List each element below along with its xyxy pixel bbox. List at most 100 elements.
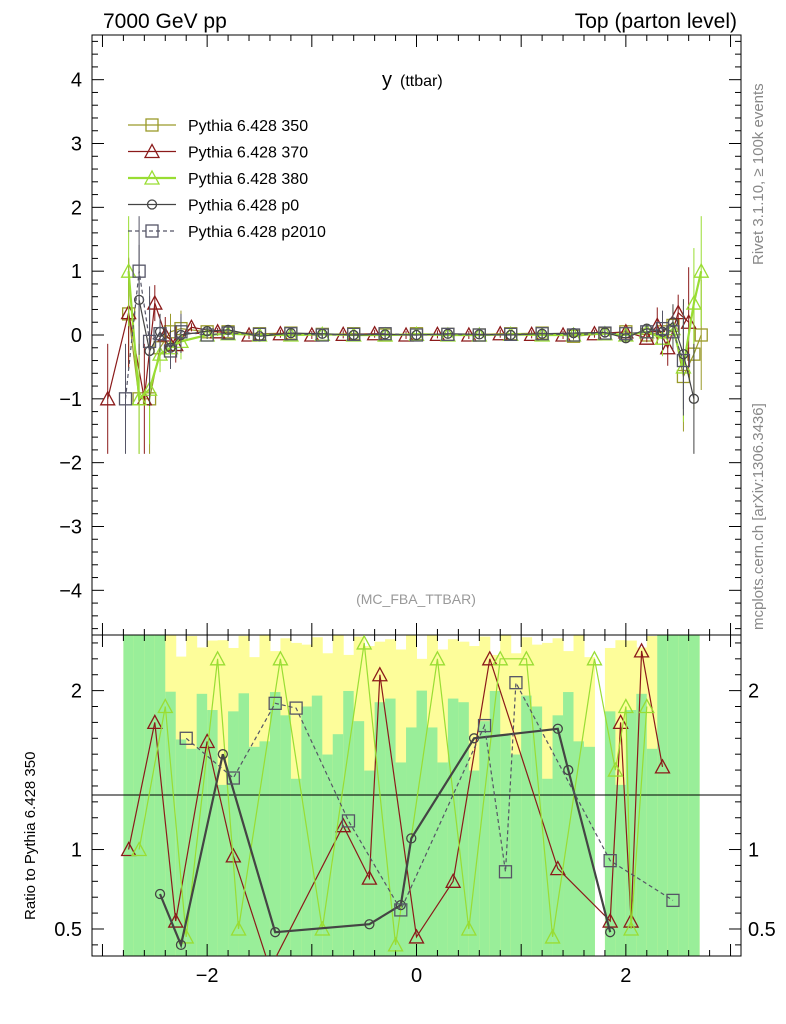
series-pythia-6-428-p0 [133,244,700,454]
data-point [670,304,687,320]
data-point [120,262,137,278]
data-point [666,325,680,339]
ratio-band-inner [290,778,302,956]
y-tick-label: 0 [71,325,82,347]
y-tick-label: −1 [59,389,82,411]
legend-label: Pythia 6.428 380 [188,171,308,188]
data-point [460,920,477,936]
analysis-label: (MC_FBA_TTBAR) [356,591,476,607]
data-point [649,317,666,333]
data-point [167,912,184,928]
ratio-band-inner [521,695,533,956]
data-point [619,327,633,341]
ratio-y-tick-label: 0.5 [54,919,82,941]
data-point [226,771,240,785]
ratio-band-inner [573,741,585,956]
data-point [163,344,178,358]
data-point [371,666,388,682]
legend-label: Pythia 6.428 370 [188,145,308,162]
data-point [118,392,133,406]
data-point [693,262,710,278]
data-point [509,676,523,690]
data-point [209,650,226,666]
data-point [563,764,574,776]
ratio-y-tick-label-right: 1 [748,840,759,862]
y-tick-label: −3 [59,516,82,538]
main-plot-panel: y (ttbar) (MC_FBA_TTBAR) −4 −3 −2 −1 0 1 2 3 4 P… [59,34,742,636]
series-pythia-6-428-370 [99,257,697,454]
data-point [153,327,167,341]
data-point [518,650,535,666]
data-point [477,718,492,733]
data-point [272,650,289,666]
ratio-band-inner [269,692,281,956]
rivet-version-label: Rivet 3.1.10, ≥ 100k events [750,83,767,265]
y-tick-label: 2 [71,197,82,219]
data-point [132,264,146,278]
series-pythia-6-428-p2010 [179,676,680,917]
ratio-band-inner [332,734,344,956]
data-point [366,325,383,341]
ratio-band-inner [280,715,292,956]
data-point [99,390,116,406]
data-point [217,749,228,760]
ratio-band-inner [311,695,323,956]
header-right-label: Top (parton level) [575,10,737,33]
ratio-band-inner [437,762,449,956]
data-point [408,928,425,944]
ratio-band-inner [500,734,512,956]
y-tick-label: 1 [71,261,82,283]
y-tick-label: −2 [59,453,82,475]
legend-marker [145,118,159,132]
data-point [472,328,486,342]
data-point [498,865,513,879]
data-point [200,328,214,342]
legend-entry: Pythia 6.428 p2010 [128,224,326,241]
x-tick-label: −2 [196,965,219,987]
series-line [107,302,690,399]
main-plot-axes: −4 −3 −2 −1 0 1 2 3 4 [59,35,741,635]
data-point [552,723,563,734]
ratio-band-inner [604,711,616,956]
data-point [341,814,356,828]
data-point [654,758,671,774]
data-point [395,899,406,911]
legend: Pythia 6.428 350 Pythia 6.428 370 Pythia 6… [128,118,326,241]
ratio-band-inner [165,691,177,956]
data-point [617,698,634,714]
data-point [640,325,654,339]
ratio-band-inner [395,762,407,956]
data-point [638,698,655,714]
data-point [504,327,518,342]
legend-label: Pythia 6.428 p2010 [188,224,326,241]
y-tick-label: 4 [71,70,82,92]
ratio-band-inner [196,693,208,956]
data-point [612,714,629,730]
data-point [146,714,163,730]
ratio-band-inner [468,770,480,956]
data-point [120,841,137,857]
series-line [128,650,664,956]
data-point [666,893,680,908]
data-point [387,936,404,952]
legend-entry: Pythia 6.428 380 [128,169,308,188]
ratio-band-inner [563,692,575,956]
legend-marker [146,199,158,210]
data-point [361,869,378,885]
legend-entry: Pythia 6.428 370 [128,143,308,162]
ratio-band-inner [228,711,240,956]
data-point [356,635,373,650]
ratio-plot-panel: 0.5 0.5 1 1 2 2 −2 0 2 Ratio to Pythia 6.428 350 [22,634,776,987]
legend-entry: Pythia 6.428 p0 [128,198,299,215]
source-label: mcplots.cern.ch [arXiv:1306.3436] [750,403,767,630]
data-point [441,327,455,342]
ratio-band-inner [217,784,229,956]
data-point [284,327,298,341]
legend-marker [143,143,161,159]
data-point [659,339,676,355]
data-point [364,919,375,930]
legend-label: Pythia 6.428 p0 [188,198,299,215]
data-point [131,390,148,406]
data-point [544,928,561,944]
ratio-band-inner [186,748,198,956]
